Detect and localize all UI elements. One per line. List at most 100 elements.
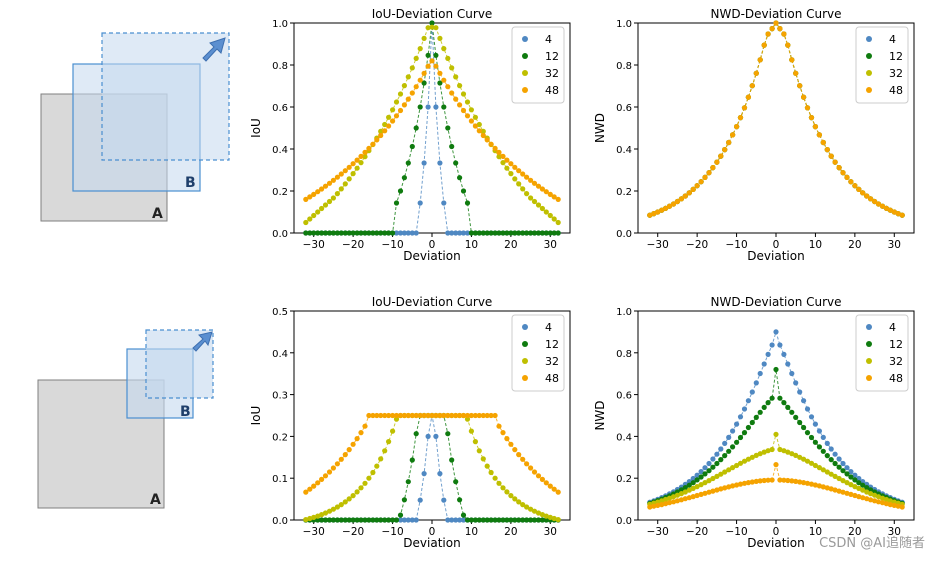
- data-point-12: [417, 104, 423, 110]
- data-point-32: [682, 489, 688, 495]
- data-point-48: [836, 165, 842, 171]
- chart-2: NWD-Deviation Curve −30 −20 −10 0 10 20 30 0.0 0.…: [593, 7, 915, 263]
- y-tick-label: 0.8: [272, 61, 288, 72]
- data-point-48: [820, 139, 826, 146]
- data-point-48: [303, 196, 309, 202]
- data-point-32: [346, 176, 352, 182]
- data-point-4: [690, 475, 696, 482]
- legend-marker-4: [866, 36, 872, 42]
- data-point-48: [659, 502, 665, 508]
- data-point-4: [844, 465, 850, 471]
- x-tick-label: 30: [888, 526, 901, 538]
- data-point-48: [441, 412, 447, 419]
- data-point-4: [804, 406, 811, 412]
- x-tick-label: −30: [647, 526, 669, 538]
- data-point-32: [777, 446, 783, 453]
- data-point-48: [824, 147, 830, 153]
- data-point-12: [820, 448, 826, 454]
- data-point-4: [793, 380, 799, 386]
- data-point-48: [769, 477, 775, 483]
- data-point-48: [358, 430, 364, 436]
- data-point-48: [702, 174, 708, 180]
- data-point-48: [378, 412, 384, 419]
- data-point-12: [362, 517, 368, 523]
- data-point-32: [390, 107, 396, 113]
- data-point-48: [421, 70, 427, 76]
- data-point-48: [737, 115, 744, 121]
- data-point-32: [547, 212, 553, 219]
- data-point-48: [322, 183, 329, 189]
- data-point-4: [417, 497, 423, 503]
- data-point-32: [840, 478, 846, 484]
- data-point-32: [832, 473, 838, 479]
- data-point-48: [674, 498, 681, 504]
- data-point-12: [496, 230, 502, 236]
- data-point-48: [354, 436, 360, 442]
- data-point-4: [409, 230, 415, 236]
- legend-marker-32: [522, 358, 528, 364]
- data-point-48: [741, 480, 748, 486]
- data-point-32: [342, 499, 348, 505]
- data-point-48: [875, 201, 882, 207]
- data-point-12: [382, 517, 388, 523]
- data-point-48: [374, 137, 380, 143]
- overlap-diagram-bottom: A B: [37, 329, 214, 509]
- data-point-48: [429, 412, 435, 419]
- data-point-48: [678, 497, 685, 503]
- data-point-32: [370, 469, 376, 476]
- data-point-4: [405, 517, 411, 523]
- data-point-12: [734, 439, 740, 445]
- data-point-4: [433, 104, 439, 110]
- data-point-48: [793, 70, 799, 76]
- data-point-48: [516, 452, 522, 458]
- data-point-32: [315, 513, 321, 519]
- data-point-12: [358, 517, 364, 523]
- data-point-32: [547, 514, 553, 521]
- data-point-4: [777, 342, 783, 348]
- watermark: CSDN @AI追随者: [819, 536, 925, 551]
- data-point-48: [393, 113, 400, 119]
- data-point-48: [698, 179, 704, 185]
- data-point-48: [445, 84, 451, 90]
- data-point-48: [824, 485, 830, 491]
- data-point-32: [722, 469, 728, 475]
- y-tick-label: 1.0: [616, 307, 632, 318]
- data-point-4: [741, 406, 748, 412]
- data-point-48: [734, 482, 740, 488]
- x-tick-label: −10: [381, 526, 403, 538]
- data-point-12: [504, 517, 510, 523]
- data-point-32: [386, 439, 392, 445]
- data-point-32: [520, 502, 526, 508]
- data-point-48: [872, 498, 878, 504]
- data-point-48: [476, 128, 482, 134]
- data-point-12: [765, 400, 771, 406]
- data-point-32: [405, 74, 411, 80]
- data-point-48: [864, 496, 870, 502]
- data-point-48: [714, 487, 720, 493]
- data-point-12: [749, 419, 755, 426]
- data-point-48: [484, 412, 490, 419]
- data-point-12: [492, 517, 498, 523]
- data-point-12: [386, 230, 392, 236]
- overlap-diagram-top: A B: [40, 32, 230, 222]
- data-point-48: [773, 20, 779, 26]
- data-point-48: [437, 412, 443, 419]
- data-point-48: [342, 452, 348, 458]
- data-point-48: [319, 186, 325, 192]
- data-point-4: [445, 230, 451, 236]
- data-point-48: [848, 491, 854, 497]
- data-point-32: [330, 195, 336, 201]
- data-point-48: [655, 209, 661, 215]
- legend-marker-32: [522, 70, 528, 76]
- data-point-32: [449, 65, 455, 71]
- data-point-12: [757, 409, 763, 415]
- data-point-48: [730, 132, 736, 138]
- data-point-12: [326, 517, 333, 523]
- data-point-32: [496, 154, 502, 160]
- data-point-12: [804, 430, 811, 436]
- x-tick-label: 10: [465, 239, 478, 251]
- data-point-32: [543, 513, 549, 519]
- data-point-48: [690, 494, 696, 500]
- data-point-48: [445, 412, 451, 419]
- data-point-48: [397, 412, 404, 419]
